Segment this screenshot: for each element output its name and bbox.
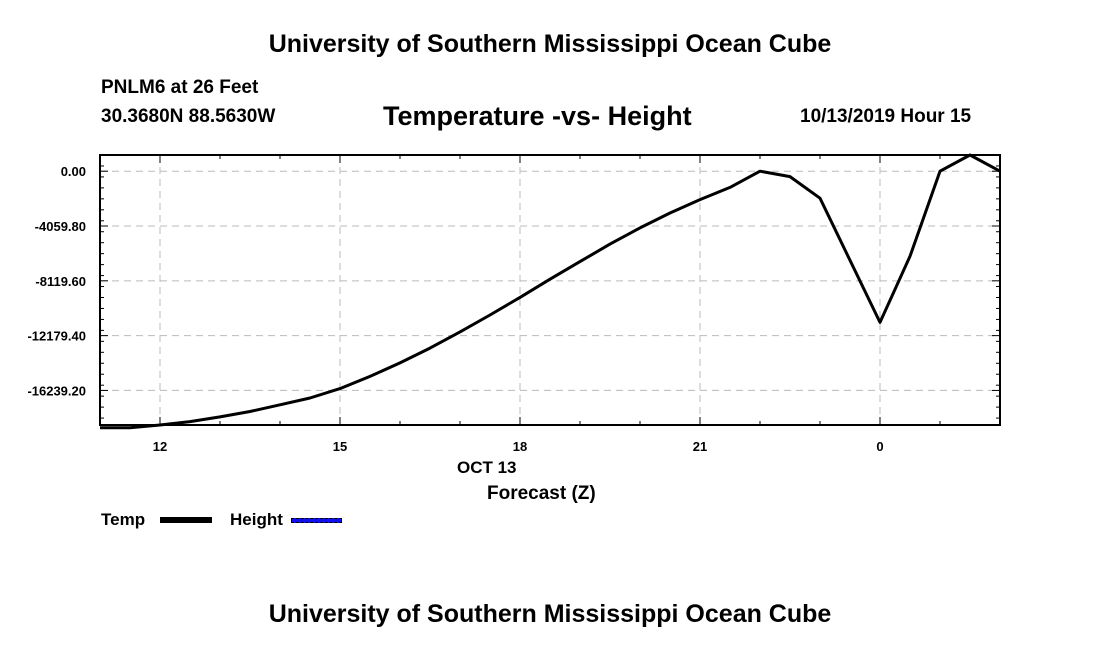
datetime-label: 10/13/2019 Hour 15 (800, 106, 972, 127)
x-axis-month-label: OCT 13 (457, 458, 517, 477)
chart-title: University of Southern Mississippi Ocean… (268, 30, 832, 58)
legend-temp-label: Temp (101, 510, 146, 529)
x-tick-label: 15 (333, 439, 347, 454)
series-layer (100, 153, 1001, 430)
x-tick-label: 21 (693, 439, 707, 454)
y-tick-label: -16239.20 (27, 383, 86, 398)
plot-frame (99, 154, 1001, 426)
x-tick-label: 0 (876, 439, 883, 454)
tick-layer: 0.00 -4059.80 -8119.60 -12179.40 -16239.20 12… (27, 154, 1001, 454)
x-axis-title: Forecast (Z) (487, 483, 596, 504)
y-tick-label: -12179.40 (27, 329, 86, 344)
x-tick-label: 18 (513, 439, 527, 454)
y-tick-label: -4059.80 (35, 219, 86, 234)
legend-temp-swatch (160, 517, 212, 523)
legend-height-swatch (291, 518, 342, 523)
chart-subtitle: Temperature -vs- Height (383, 101, 692, 131)
x-tick-label: 12 (153, 439, 167, 454)
series-line-temp (100, 153, 1001, 430)
coordinates-label: 30.3680N 88.5630W (101, 106, 276, 127)
y-tick-label: 0.00 (61, 164, 86, 179)
legend-height-label: Height (230, 510, 283, 529)
station-label: PNLM6 at 26 Feet (101, 77, 259, 98)
y-tick-label: -8119.60 (35, 274, 86, 289)
footer-title: University of Southern Mississippi Ocean… (268, 600, 832, 628)
